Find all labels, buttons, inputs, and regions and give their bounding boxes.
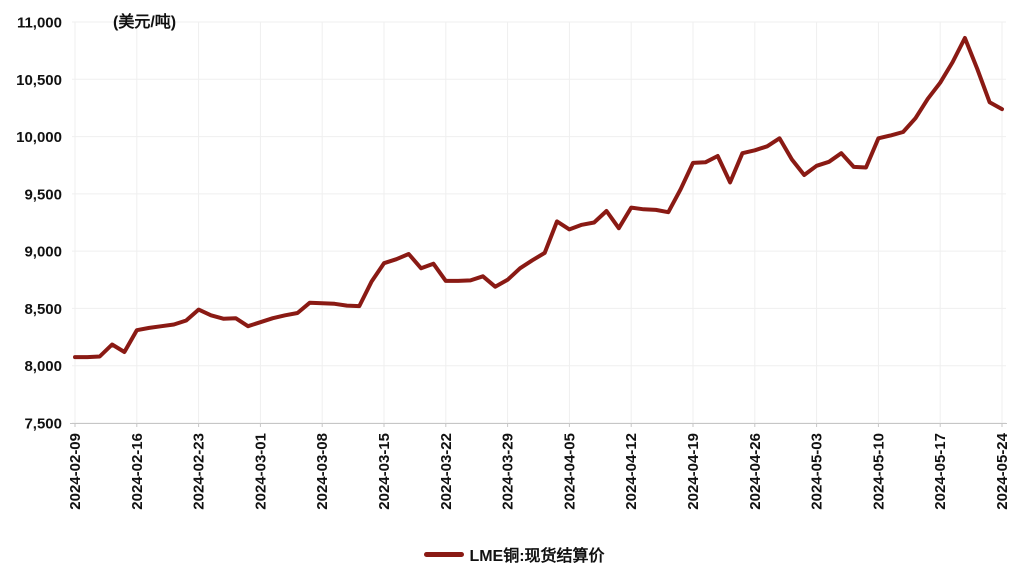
x-axis-tick-label: 2024-02-23	[191, 433, 208, 510]
y-axis-labels: 7,500 8,000 8,500 9,000 9,500 10,000 10,500 11,…	[16, 15, 62, 433]
y-axis-tick-label: 8,500	[24, 301, 62, 318]
y-axis-tick-label: 7,500	[24, 416, 62, 433]
x-axis-tick-label: 2024-03-01	[252, 433, 269, 510]
x-axis-tick-label: 2024-04-26	[747, 433, 764, 510]
y-axis-tick-label: 10,500	[16, 72, 62, 89]
y-axis-unit-label: (美元/吨)	[113, 14, 177, 31]
x-axis-tick-label: 2024-02-09	[67, 433, 84, 510]
gridlines	[72, 21, 1006, 424]
x-axis-tick-label: 2024-03-22	[438, 433, 455, 510]
x-axis-tick-label: 2024-05-10	[870, 433, 887, 510]
lme-copper-price-line	[73, 36, 1004, 360]
legend-line-swatch	[424, 551, 465, 557]
x-axis-tick-label: 2024-04-12	[623, 433, 640, 510]
y-axis-tick-label: 10,000	[16, 129, 62, 146]
x-axis-tick-label: 2024-02-16	[129, 433, 146, 510]
y-axis-tick-label: 8,000	[24, 358, 62, 375]
y-axis-tick-label: 9,000	[24, 244, 62, 261]
x-axis-tick-label: 2024-03-29	[500, 433, 517, 510]
x-axis-tick-label: 2024-04-19	[685, 433, 702, 510]
x-axis-tick-label: 2024-04-05	[561, 433, 578, 510]
y-axis-tick-label: 11,000	[17, 15, 62, 32]
x-axis-tick-label: 2024-05-03	[809, 433, 826, 510]
x-axis-labels: 2024-02-09 2024-02-16 2024-02-23 2024-03-01…	[67, 432, 1011, 509]
x-axis-tick-label: 2024-03-15	[376, 433, 393, 510]
x-axis-tick-label: 2024-05-24	[994, 432, 1011, 509]
x-axis	[70, 423, 1007, 427]
x-axis-tick-label: 2024-03-08	[314, 433, 331, 510]
x-axis-tick-label: 2024-05-17	[932, 433, 949, 510]
chart-legend: LME铜:现货结算价	[0, 542, 1029, 566]
legend-label: LME铜:现货结算价	[469, 548, 605, 565]
y-axis-tick-label: 9,500	[24, 186, 62, 203]
